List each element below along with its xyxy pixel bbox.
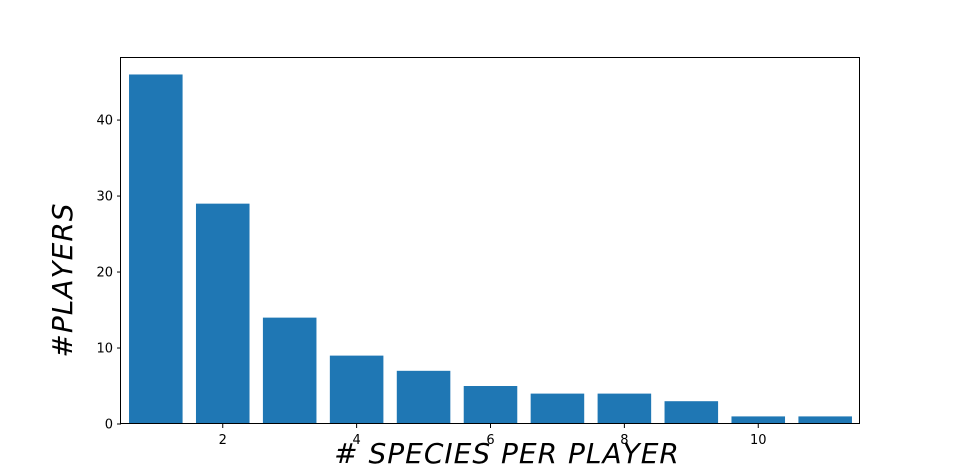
- y-tick-label: 30: [96, 190, 113, 205]
- bar-9: [664, 401, 719, 424]
- plot-frame: [120, 57, 860, 424]
- x-tick-label: 8: [620, 433, 628, 448]
- y-tick-label: 40: [96, 114, 113, 129]
- bar-11: [798, 416, 852, 424]
- bar-10: [731, 416, 786, 424]
- y-tick-label: 20: [96, 266, 113, 281]
- bar-7: [530, 393, 585, 424]
- x-tick-label: 2: [219, 433, 227, 448]
- y-axis: 0 10 20 30 40: [96, 114, 121, 433]
- y-tick-label: 0: [105, 418, 113, 433]
- y-tick-label: 10: [96, 342, 113, 357]
- bar-1: [129, 74, 183, 424]
- bars-layer: [129, 74, 852, 424]
- x-tick-label: 4: [352, 433, 360, 448]
- y-axis-title: #PLAYERS: [46, 202, 79, 357]
- bar-4: [329, 355, 384, 424]
- bar-6: [463, 386, 518, 424]
- x-tick-label: 10: [750, 433, 767, 448]
- x-axis: 2 4 6 8 10: [219, 424, 767, 448]
- bar-2: [195, 203, 250, 424]
- bar-5: [396, 370, 451, 424]
- bar-3: [262, 317, 317, 424]
- x-tick-label: 6: [486, 433, 494, 448]
- bar-8: [597, 393, 652, 424]
- x-axis-title: # SPECIES PER PLAYER: [334, 437, 680, 470]
